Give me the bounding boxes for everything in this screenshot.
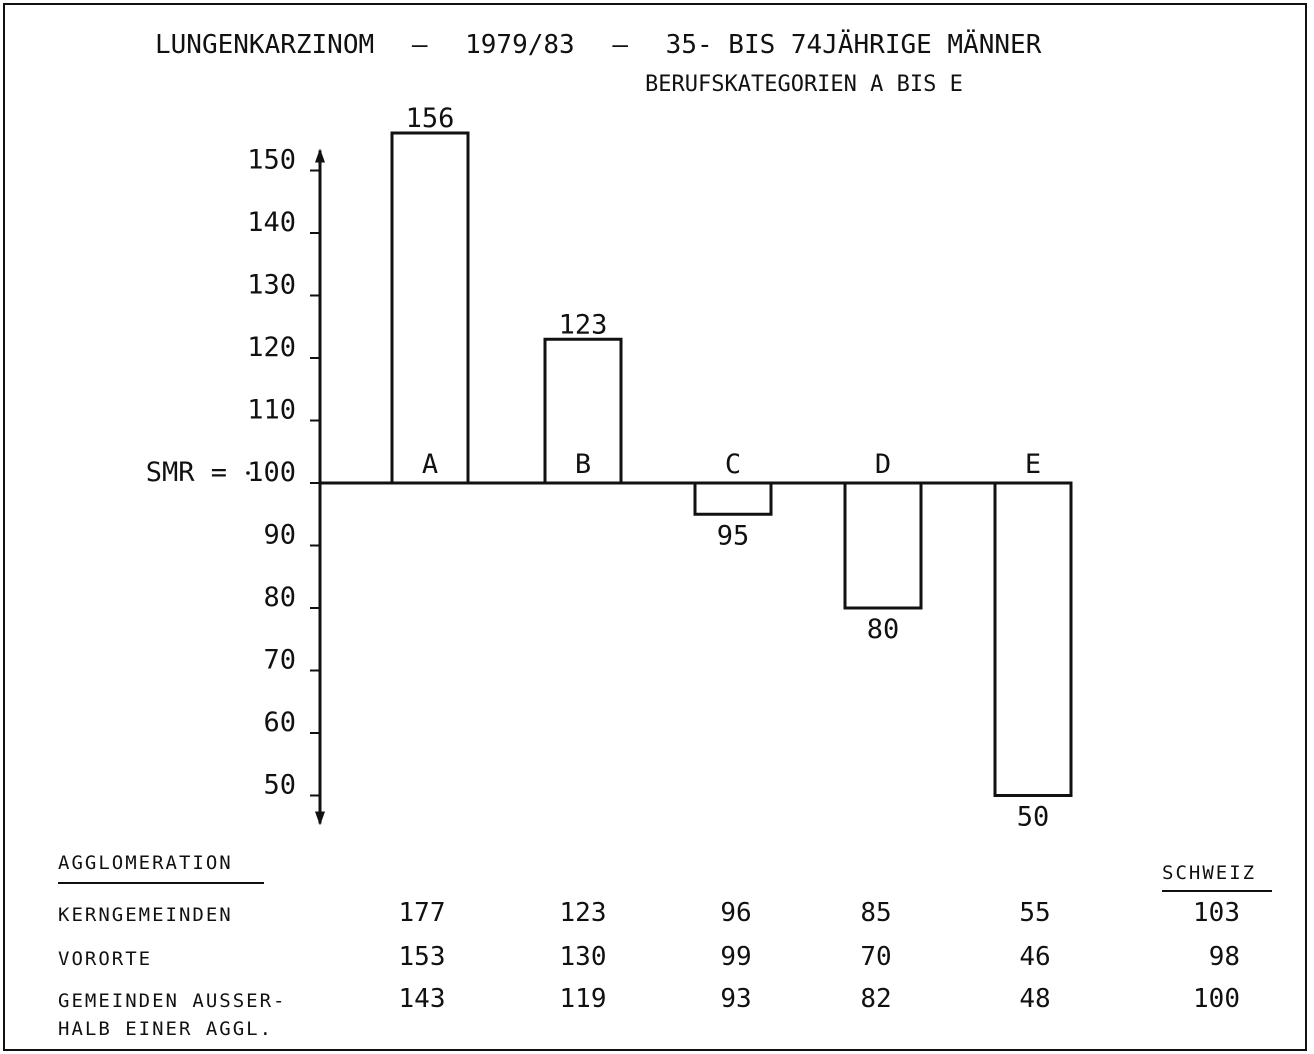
table-cell: 153: [398, 942, 446, 972]
table-row-label: KERNGEMEINDEN: [58, 904, 233, 926]
table-row-label-line: HALB EINER AGGL.: [58, 1018, 274, 1040]
bar-value-label: 156: [406, 103, 455, 134]
y-tick-label: 100: [247, 457, 296, 488]
table-header-agglomeration: AGGLOMERATION: [58, 852, 233, 874]
y-tick-label: 150: [247, 145, 296, 176]
smr-bar-chart: 50 60 70 80 90 100 110 120 130 140 150 SMR = A 156 B 12…: [146, 103, 1073, 833]
table-cell: 46: [1019, 942, 1051, 972]
bar-c: [693, 481, 773, 516]
table-cell: 96: [720, 898, 752, 928]
y-axis-label-dot: [246, 471, 250, 475]
table-cell: 143: [398, 984, 446, 1014]
bar-a: [390, 131, 470, 485]
table-cell: 130: [559, 942, 607, 972]
y-axis-label: SMR =: [146, 457, 227, 488]
title-separator-2: –: [612, 30, 629, 60]
bar-value-label: 123: [559, 309, 608, 340]
table-cell-schweiz: 103: [1193, 898, 1240, 928]
y-axis-arrow-down: [315, 811, 325, 826]
table-cell: 177: [398, 898, 446, 928]
table-cell: 93: [720, 984, 752, 1014]
bar-category-label: C: [725, 449, 741, 480]
table-cell: 85: [860, 898, 892, 928]
title-population: 35- BIS 74JÄHRIGE MÄNNER: [665, 30, 1042, 60]
table-total-underline: [1162, 890, 1272, 892]
table-cell: 99: [720, 942, 752, 972]
table-cell: 119: [559, 984, 607, 1014]
table-row-label: GEMEINDEN AUSSER- HALB EINER AGGL.: [58, 987, 286, 1043]
table-header-schweiz: SCHWEIZ: [1162, 862, 1257, 884]
figure-frame: [3, 3, 1307, 1051]
title-separator-1: –: [411, 30, 428, 60]
table-cell: 82: [860, 984, 892, 1014]
table-cell: 48: [1019, 984, 1051, 1014]
bar-category-label: E: [1025, 449, 1041, 480]
bar-value-label: 80: [867, 614, 900, 645]
bar-category-label: B: [575, 449, 591, 480]
bar-e: [993, 481, 1073, 797]
title-period: 1979/83: [465, 30, 575, 60]
table-cell: 70: [860, 942, 892, 972]
title-main: LUNGENKARZINOM: [155, 30, 375, 60]
y-tick-label: 80: [263, 582, 296, 613]
y-tick-label: 140: [247, 207, 296, 238]
y-tick-label: 70: [263, 645, 296, 676]
table-header-underline: [58, 882, 264, 884]
y-tick-label: 120: [247, 332, 296, 363]
y-tick-label: 60: [263, 707, 296, 738]
bar-category-label: D: [875, 449, 891, 480]
table-cell-schweiz: 100: [1193, 984, 1240, 1014]
chart-subtitle: BERUFSKATEGORIEN A BIS E: [645, 72, 963, 97]
chart-title: LUNGENKARZINOM – 1979/83 – 35- BIS 74JÄH…: [155, 30, 1041, 60]
table-row-label-line: GEMEINDEN AUSSER-: [58, 990, 287, 1012]
y-tick-label: 50: [263, 770, 296, 801]
bar-value-label: 95: [717, 520, 750, 551]
y-axis-arrow-up: [315, 148, 325, 163]
y-tick-label: 110: [247, 395, 296, 426]
bar-b: [543, 337, 623, 485]
bar-value-label: 50: [1017, 802, 1050, 833]
bar-category-label: A: [422, 449, 438, 480]
table-cell: 55: [1019, 898, 1051, 928]
bar-d: [843, 481, 923, 610]
y-tick-label: 90: [263, 520, 296, 551]
table-cell-schweiz: 98: [1208, 942, 1240, 972]
table-cell: 123: [559, 898, 607, 928]
table-row-label: VORORTE: [58, 948, 153, 970]
y-tick-label: 130: [247, 270, 296, 301]
